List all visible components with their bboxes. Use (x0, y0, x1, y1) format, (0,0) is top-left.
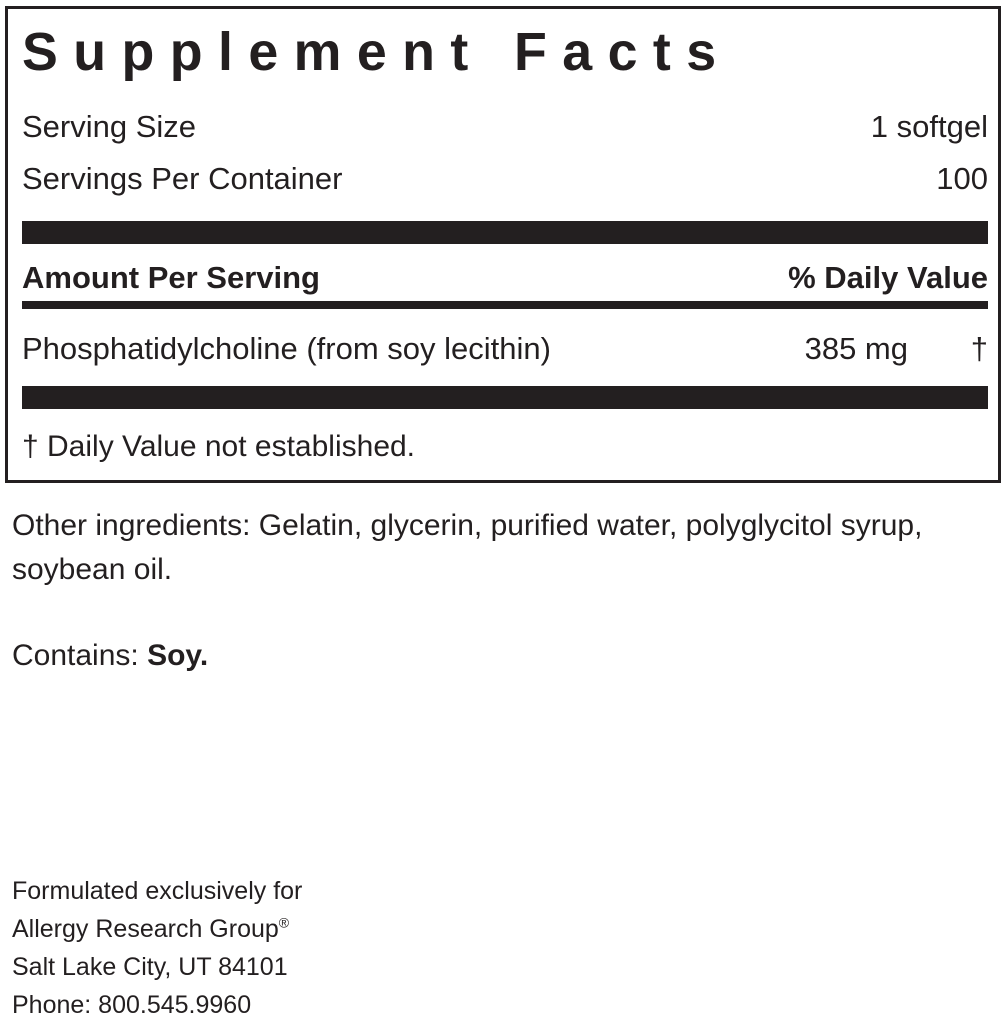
servings-per-container-row: Servings Per Container 100 (22, 159, 988, 199)
nutrient-amount: 385 mg (804, 331, 908, 366)
contains-label: Contains: (12, 639, 148, 672)
daily-value-header: % Daily Value (788, 260, 988, 295)
supplement-facts-panel-inner: Supplement Facts Serving Size 1 softgel … (22, 9, 988, 480)
other-ingredients-text: Other ingredients: Gelatin, glycerin, pu… (12, 509, 923, 586)
servings-per-container-value: 100 (936, 161, 988, 196)
company-name: Allergy Research Group (12, 915, 279, 943)
serving-size-row: Serving Size 1 softgel (22, 107, 988, 147)
supplement-facts-panel: Supplement Facts Serving Size 1 softgel … (5, 6, 1001, 483)
serving-size-value: 1 softgel (870, 109, 988, 144)
nutrient-name: Phosphatidylcholine (from soy lecithin) (22, 331, 551, 366)
company-phone-line: Phone: 800.545.9960 (12, 991, 252, 1019)
header-divider-bar-top (22, 221, 988, 244)
column-header-row: Amount Per Serving % Daily Value (22, 257, 988, 299)
table-row: Phosphatidylcholine (from soy lecithin) … (22, 327, 988, 371)
formulated-for-line: Formulated exclusively for (12, 877, 303, 905)
contains-allergen-value: Soy. (147, 639, 209, 672)
registered-trademark-icon: ® (278, 914, 290, 931)
company-name-line: Allergy Research Group® (12, 910, 712, 948)
amount-per-serving-header: Amount Per Serving (22, 260, 320, 295)
servings-per-container-label: Servings Per Container (22, 161, 343, 196)
column-header-rule (22, 301, 988, 309)
company-address-line: Salt Lake City, UT 84101 (12, 953, 288, 981)
nutrient-daily-value: † (970, 331, 988, 366)
daily-value-footnote: † Daily Value not established. (22, 430, 416, 463)
table-divider-bar-bottom (22, 386, 988, 409)
contains-allergen-line: Contains: Soy. (12, 634, 962, 678)
serving-size-label: Serving Size (22, 109, 197, 144)
panel-title: Supplement Facts (22, 22, 732, 82)
manufacturer-info-block: Formulated exclusively for Allergy Resea… (12, 872, 712, 1024)
